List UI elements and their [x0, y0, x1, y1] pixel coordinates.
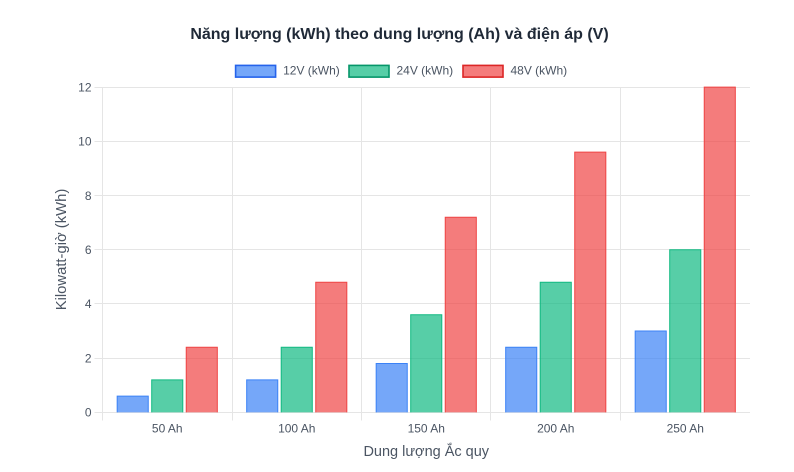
- svg-text:6: 6: [85, 243, 92, 257]
- svg-text:0: 0: [85, 406, 92, 420]
- svg-text:12: 12: [78, 80, 92, 94]
- svg-text:24V (kWh): 24V (kWh): [397, 64, 454, 78]
- svg-text:100 Ah: 100 Ah: [278, 422, 315, 436]
- svg-text:12V (kWh): 12V (kWh): [283, 64, 340, 78]
- svg-text:Dung lượng Ắc quy: Dung lượng Ắc quy: [363, 442, 489, 460]
- svg-text:48V (kWh): 48V (kWh): [511, 64, 568, 78]
- svg-text:4: 4: [85, 297, 92, 311]
- svg-text:Kilowatt-giờ (kWh): Kilowatt-giờ (kWh): [54, 189, 70, 311]
- svg-text:200 Ah: 200 Ah: [537, 422, 574, 436]
- svg-text:2: 2: [85, 351, 92, 365]
- svg-text:150 Ah: 150 Ah: [408, 422, 445, 436]
- svg-text:Năng lượng (kWh) theo dung lượ: Năng lượng (kWh) theo dung lượng (Ah) và…: [190, 26, 608, 43]
- svg-text:10: 10: [78, 135, 92, 149]
- svg-text:8: 8: [85, 189, 92, 203]
- svg-text:250 Ah: 250 Ah: [667, 422, 704, 436]
- svg-text:50 Ah: 50 Ah: [152, 422, 183, 436]
